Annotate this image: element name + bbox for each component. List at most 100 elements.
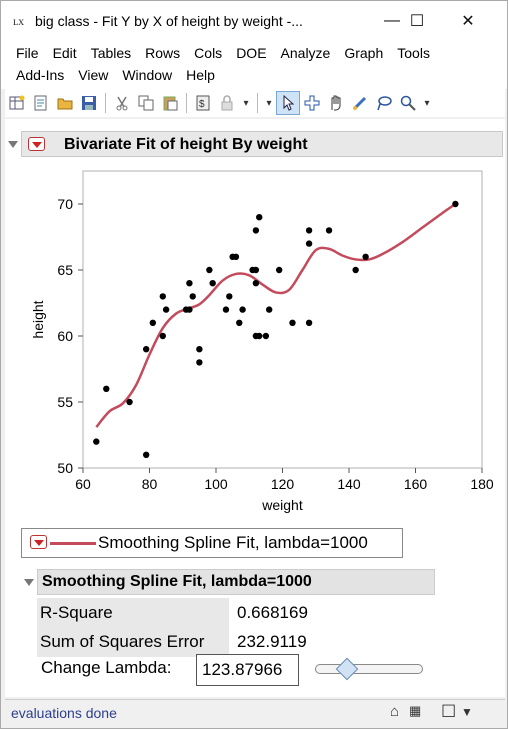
toolbar-overflow-icon[interactable]: ▾ <box>243 97 249 109</box>
data-point <box>305 227 313 234</box>
toolbar-separator <box>257 93 258 113</box>
data-point <box>362 253 369 260</box>
menu-help[interactable]: Help <box>186 67 215 83</box>
arrow-select-icon[interactable] <box>276 91 300 115</box>
disclosure-triangle-icon[interactable] <box>8 141 18 148</box>
data-point <box>236 319 243 326</box>
menu-row-1: File Edit Tables Rows Cols DOE Analyze Graph Too… <box>9 42 437 64</box>
menu-add-ins[interactable]: Add-Ins <box>16 67 65 83</box>
data-point <box>222 306 230 313</box>
stat-value-rsquare: 0.668169 <box>237 603 308 622</box>
window-list-icon[interactable]: ▦ <box>409 703 422 718</box>
menu-row-2: Add-Ins View Window Help <box>9 64 222 86</box>
data-point <box>159 332 166 340</box>
data-point <box>226 293 233 300</box>
lambda-input[interactable] <box>196 654 299 686</box>
zoom-icon[interactable] <box>396 91 420 115</box>
menu-doe[interactable]: DOE <box>236 45 267 61</box>
fit-legend[interactable]: Smoothing Spline Fit, lambda=1000 <box>21 528 403 558</box>
menu-bar: File Edit Tables Rows Cols DOE Analyze Graph Too… <box>1 41 507 89</box>
lambda-slider[interactable] <box>315 664 423 674</box>
data-point <box>126 398 133 406</box>
home-icon[interactable]: ⌂ <box>390 703 400 720</box>
data-point <box>266 306 273 313</box>
menu-edit[interactable]: Edit <box>52 45 77 61</box>
status-bar: evaluations done ⌂ ▦ ☐ ▼ <box>5 699 505 725</box>
menu-tools[interactable]: Tools <box>397 45 430 61</box>
plot-frame <box>82 170 483 469</box>
lasso-icon[interactable] <box>372 91 396 115</box>
data-point <box>262 332 270 340</box>
new-script-icon[interactable] <box>29 91 53 115</box>
bivariate-outline-header[interactable]: Bivariate Fit of height By weight <box>21 131 503 157</box>
toolbar-overflow-icon[interactable]: ▾ <box>266 97 272 109</box>
lambda-slider-thumb[interactable] <box>336 657 359 681</box>
dropdown-arrow-icon[interactable]: ▼ <box>461 705 473 719</box>
menu-window[interactable]: Window <box>122 67 173 83</box>
new-data-table-icon[interactable] <box>5 91 29 115</box>
stat-value-sse: 232.9119 <box>237 632 307 651</box>
stat-label-rsquare: R-Square <box>37 598 229 628</box>
menu-file[interactable]: File <box>16 45 39 61</box>
disclosure-triangle-icon[interactable] <box>24 579 34 586</box>
close-button[interactable]: ✕ <box>461 13 475 30</box>
window-title: big class - Fit Y by X of height by weig… <box>35 13 303 29</box>
data-point <box>256 214 263 221</box>
paste-icon[interactable] <box>158 91 182 115</box>
open-icon[interactable] <box>53 91 77 115</box>
data-point <box>142 451 150 458</box>
legend-label: Smoothing Spline Fit, lambda=1000 <box>98 533 368 552</box>
spline-fit-line <box>95 202 457 428</box>
y-axis-label: height <box>30 300 46 338</box>
x-axis-label: weight <box>261 497 303 513</box>
data-point <box>206 266 213 274</box>
y-tick-label: 60 <box>57 328 73 344</box>
data-point <box>452 200 459 208</box>
x-tick-label: 60 <box>75 476 91 492</box>
menu-tables[interactable]: Tables <box>90 45 132 61</box>
minimize-button[interactable]: — <box>384 12 400 29</box>
x-tick-label: 100 <box>204 476 228 492</box>
red-triangle-menu-icon[interactable] <box>28 137 45 151</box>
hand-icon[interactable] <box>324 91 348 115</box>
x-tick-label: 180 <box>470 476 494 492</box>
y-tick-label: 50 <box>57 460 73 476</box>
crosshair-icon[interactable] <box>300 91 324 115</box>
x-tick-label: 120 <box>271 476 295 492</box>
stat-label-sse: Sum of Squares Error <box>37 627 229 657</box>
cut-icon[interactable] <box>110 91 134 115</box>
menu-cols[interactable]: Cols <box>194 45 223 61</box>
toolbar-overflow-icon[interactable]: ▾ <box>424 97 430 109</box>
data-point <box>162 306 170 313</box>
legend-line-swatch <box>50 542 96 545</box>
report-content: Bivariate Fit of height By weight 60 80 10… <box>5 119 505 697</box>
red-triangle-menu-icon[interactable] <box>30 535 47 549</box>
menu-analyze[interactable]: Analyze <box>280 45 331 61</box>
title-bar[interactable]: ʟx big class - Fit Y by X of height by w… <box>1 1 507 41</box>
save-icon[interactable] <box>77 91 101 115</box>
data-point <box>196 346 203 353</box>
data-point <box>256 332 263 340</box>
copy-icon[interactable] <box>134 91 158 115</box>
maximize-button[interactable]: ☐ <box>409 13 425 30</box>
data-point <box>209 280 216 287</box>
data-point <box>352 266 359 274</box>
journal-icon[interactable]: $ <box>191 91 215 115</box>
data-point <box>252 227 260 234</box>
svg-text:$: $ <box>199 99 205 110</box>
y-tick-label: 65 <box>57 262 73 278</box>
menu-rows[interactable]: Rows <box>145 45 181 61</box>
scatter-plot[interactable]: 60 80 100 120 140 160 180 50 55 60 65 70 weight heigh… <box>5 159 505 527</box>
menu-graph[interactable]: Graph <box>344 45 384 61</box>
brush-icon[interactable] <box>348 91 372 115</box>
data-point <box>275 266 283 274</box>
data-point <box>252 280 260 287</box>
data-point <box>232 253 240 260</box>
checkbox-icon[interactable]: ☐ <box>441 702 457 721</box>
menu-view[interactable]: View <box>78 67 109 83</box>
data-point <box>149 319 157 326</box>
data-point <box>189 293 196 300</box>
spline-fit-header[interactable]: Smoothing Spline Fit, lambda=1000 <box>37 569 435 595</box>
data-point <box>196 359 203 366</box>
lock-icon[interactable] <box>215 91 239 115</box>
